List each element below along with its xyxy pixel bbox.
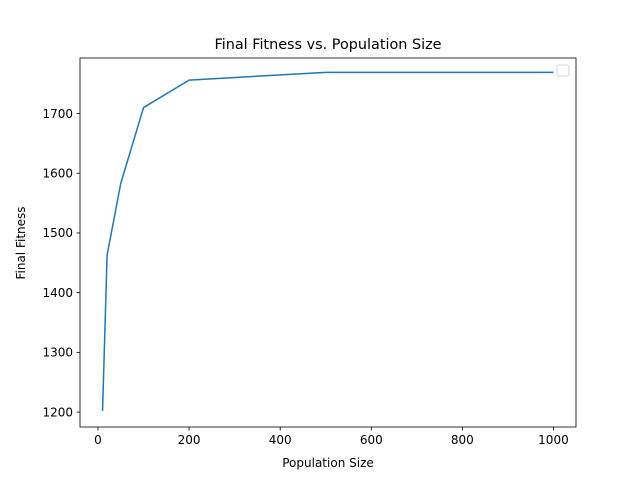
- x-tick-label: 400: [269, 433, 292, 447]
- x-axis-label: Population Size: [282, 456, 374, 470]
- y-tick-label: 1200: [42, 405, 73, 419]
- x-tick-label: 800: [451, 433, 474, 447]
- axes-frame: [79, 57, 577, 428]
- y-tick-label: 1300: [42, 346, 73, 360]
- x-tick-label: 200: [178, 433, 201, 447]
- x-tick-label: 600: [360, 433, 383, 447]
- y-axis-label: Final Fitness: [14, 206, 28, 279]
- plot-area: [80, 58, 576, 427]
- x-axis: 0 200 400 600 800 1000: [94, 427, 569, 447]
- y-tick-label: 1700: [42, 107, 73, 121]
- y-tick-label: 1500: [42, 226, 73, 240]
- y-tick-label: 1600: [42, 167, 73, 181]
- series-line: [101, 71, 554, 411]
- series-layer: [101, 71, 554, 411]
- y-axis: 1200 1300 1400 1500 1600 1700: [42, 107, 80, 419]
- chart-title: Final Fitness vs. Population Size: [214, 37, 441, 53]
- y-tick-label: 1400: [42, 286, 73, 300]
- legend-box: [556, 64, 570, 77]
- x-tick-label: 0: [94, 433, 102, 447]
- x-tick-label: 1000: [538, 433, 569, 447]
